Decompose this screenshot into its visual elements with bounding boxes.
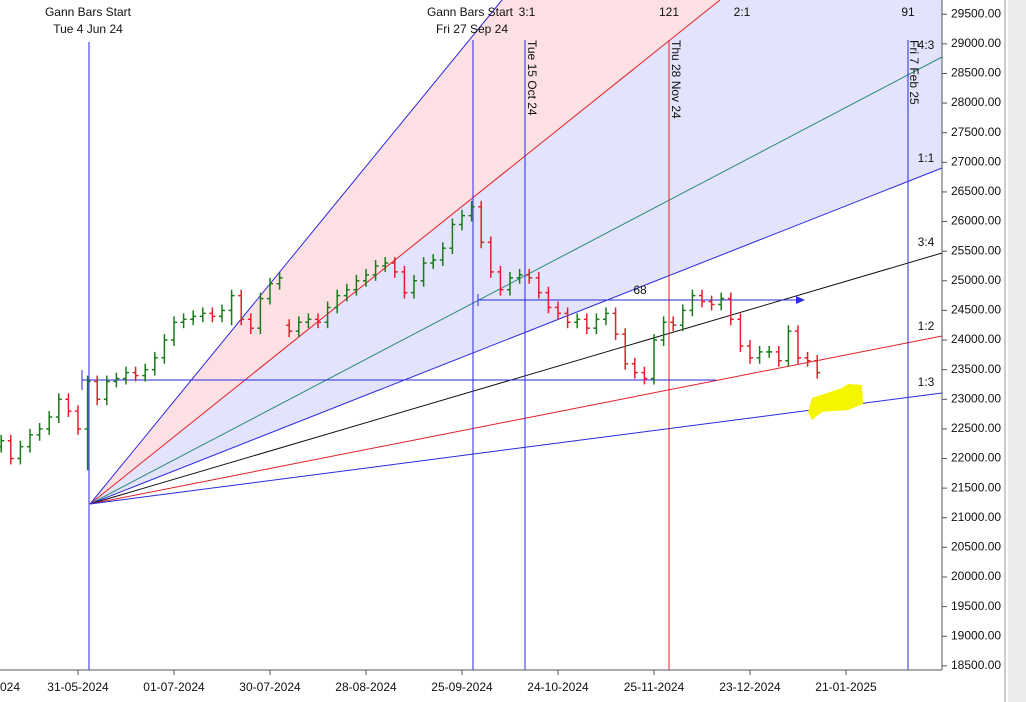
fan-label: 3:4 <box>918 235 935 249</box>
gann-fan <box>89 0 943 505</box>
x-tick-label: 24-10-2024 <box>527 680 589 694</box>
x-tick-label: 25-09-2024 <box>431 680 493 694</box>
fan-label: 2:1 <box>734 5 751 19</box>
fan-line <box>89 335 943 505</box>
y-tick-label: 23500.00 <box>951 362 1001 376</box>
fan-line <box>89 56 943 505</box>
y-tick-label: 26000.00 <box>951 214 1001 228</box>
fan-line <box>89 167 943 505</box>
x-tick-label: 30-07-2024 <box>239 680 301 694</box>
y-tick-label: 19000.00 <box>951 628 1001 642</box>
y-tick-label: 23000.00 <box>951 391 1001 405</box>
fan-label: 4:3 <box>918 38 935 52</box>
annotation: 68 <box>633 283 647 297</box>
y-tick-label: 27000.00 <box>951 154 1001 168</box>
y-tick-label: 18500.00 <box>951 658 1001 672</box>
y-tick-label: 28500.00 <box>951 66 1001 80</box>
x-tick-label: 25-11-2024 <box>624 680 685 694</box>
annotation: Gann Bars Start <box>45 5 132 19</box>
y-tick-label: 20000.00 <box>951 569 1001 583</box>
y-tick-label: 24000.00 <box>951 332 1001 346</box>
y-tick-label: 19500.00 <box>951 599 1001 613</box>
y-tick-label: 29500.00 <box>951 6 1001 20</box>
x-tick-label: 21-01-2025 <box>815 680 877 694</box>
fan-line <box>89 392 943 505</box>
annotation: Gann Bars Start <box>427 5 514 19</box>
x-tick-label: 31-05-2024 <box>47 680 109 694</box>
fan-line <box>89 252 943 505</box>
x-tick-label: 01-07-2024 <box>143 680 205 694</box>
y-tick-label: 27500.00 <box>951 125 1001 139</box>
annotation: Fri 7 Feb 25 <box>907 40 921 105</box>
fan-label: 3:1 <box>519 5 536 19</box>
fan-label: 1:1 <box>918 151 935 165</box>
y-tick-label: 21500.00 <box>951 480 1001 494</box>
y-tick-label: 22500.00 <box>951 421 1001 435</box>
fan-line <box>89 0 721 505</box>
y-tick-label: 24500.00 <box>951 303 1001 317</box>
annotation: 121 <box>659 5 679 19</box>
x-tick-label: 23-12-2024 <box>719 680 781 694</box>
fan-label: 1:2 <box>918 319 935 333</box>
arrow-head <box>796 296 805 304</box>
annotations: Gann Bars Start Tue 4 Jun 24 Gann Bars Sta… <box>45 5 935 389</box>
x-tick-label: 024 <box>0 680 20 694</box>
scroll-strip <box>1008 0 1026 702</box>
annotation: Thu 28 Nov 24 <box>669 40 683 119</box>
fan-label: 1:3 <box>918 375 935 389</box>
y-tick-label: 26500.00 <box>951 184 1001 198</box>
annotation: 91 <box>901 5 915 19</box>
annotation: Fri 27 Sep 24 <box>436 22 508 36</box>
annotation: Tue 15 Oct 24 <box>525 40 539 116</box>
price-bars <box>0 200 821 471</box>
highlight <box>808 384 863 420</box>
x-tick-label: 28-08-2024 <box>335 680 397 694</box>
fan-zone-lavender <box>90 0 942 504</box>
y-tick-label: 28000.00 <box>951 95 1001 109</box>
y-tick-label: 21000.00 <box>951 510 1001 524</box>
y-tick-label: 29000.00 <box>951 36 1001 50</box>
y-tick-label: 25500.00 <box>951 243 1001 257</box>
fan-line <box>89 0 503 505</box>
y-tick-label: 25000.00 <box>951 273 1001 287</box>
y-tick-label: 22000.00 <box>951 451 1001 465</box>
y-tick-label: 20500.00 <box>951 540 1001 554</box>
annotation: Tue 4 Jun 24 <box>53 22 123 36</box>
